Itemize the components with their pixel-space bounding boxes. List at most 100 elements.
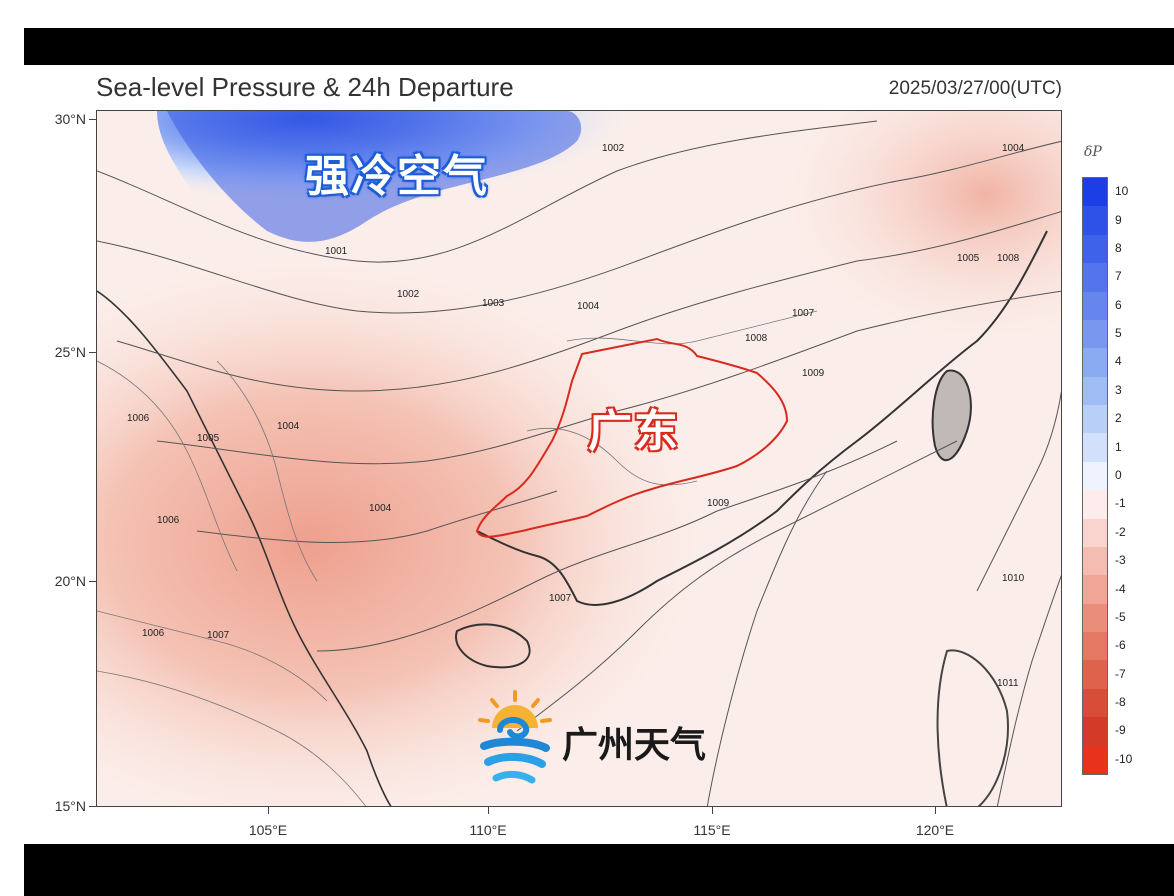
guangdong-outline xyxy=(475,337,789,538)
colorbar xyxy=(1082,177,1108,775)
colorbar-segment xyxy=(1083,291,1107,321)
colorbar-label: 2 xyxy=(1115,411,1122,426)
isobar-label: 1003 xyxy=(482,298,505,309)
isobar-labels: 1002 1001 1003 1002 1004 1004 1005 1004 … xyxy=(127,143,1025,689)
border-west xyxy=(97,290,392,806)
isobar-label: 1009 xyxy=(707,498,730,509)
colorbar-label: 0 xyxy=(1115,468,1122,482)
colorbar-segment xyxy=(1083,688,1107,718)
colorbar-label: -1 xyxy=(1115,496,1126,511)
colorbar-label: -9 xyxy=(1115,723,1126,738)
isobar-label: 1006 xyxy=(157,515,180,526)
coastline-hainan xyxy=(455,623,531,669)
colorbar-segment xyxy=(1083,575,1107,605)
colorbar-label: 9 xyxy=(1115,212,1122,227)
isobar-label: 1007 xyxy=(207,630,230,641)
colorbar-label: 8 xyxy=(1115,240,1122,255)
lon-tick xyxy=(712,807,713,814)
colorbar-title: δP xyxy=(1084,144,1102,160)
colorbar-label: 10 xyxy=(1115,184,1129,199)
lon-tick xyxy=(935,807,936,814)
isobar-label: 1004 xyxy=(1002,143,1025,154)
pressure-map: 1002 1001 1003 1002 1004 1004 1005 1004 … xyxy=(97,111,1061,806)
lon-label: 105°E xyxy=(248,822,288,838)
isobar-label: 1005 xyxy=(957,253,980,264)
lon-label: 115°E xyxy=(693,822,731,838)
watermark-logo: 广州天气 xyxy=(470,688,730,798)
colorbar-label: -3 xyxy=(1115,553,1126,568)
colorbar-segment xyxy=(1083,376,1107,406)
colorbar-label: -5 xyxy=(1115,609,1126,624)
colorbar-label: 1 xyxy=(1115,439,1122,454)
colorbar-label: 6 xyxy=(1115,297,1122,312)
cold-air-annotation: 强冷空气 xyxy=(305,152,489,201)
isobar-label: 1007 xyxy=(792,308,815,319)
colorbar-segment xyxy=(1083,660,1107,690)
colorbar-segment xyxy=(1083,433,1107,463)
colorbar-label: 7 xyxy=(1115,269,1122,284)
weather-logo-icon xyxy=(478,690,552,784)
isobar-label: 1006 xyxy=(127,413,150,424)
isobar-lines xyxy=(97,120,1061,806)
isobar-label: 1002 xyxy=(602,143,625,154)
lon-label: 120°E xyxy=(915,822,955,838)
isobar-label: 1009 xyxy=(802,368,825,379)
map-panel: 1002 1001 1003 1002 1004 1004 1005 1004 … xyxy=(96,110,1062,807)
isobar-label: 1004 xyxy=(369,503,392,514)
lat-tick xyxy=(89,352,96,353)
lat-tick xyxy=(89,119,96,120)
isobar-label: 1008 xyxy=(997,253,1020,264)
colorbar-segment xyxy=(1083,632,1107,661)
isobar-label: 1011 xyxy=(997,678,1019,689)
colorbar-label: -4 xyxy=(1115,581,1126,596)
colorbar-label: 5 xyxy=(1115,326,1122,341)
colorbar-label: 4 xyxy=(1115,354,1122,369)
isobar-label: 1006 xyxy=(142,628,165,639)
colorbar-segment xyxy=(1083,348,1107,378)
colorbar-segment xyxy=(1083,319,1107,349)
lon-label: 110°E xyxy=(469,822,507,838)
guangdong-annotation: 广东 xyxy=(588,407,680,456)
colorbar-segment xyxy=(1083,518,1107,548)
colorbar-label: 3 xyxy=(1115,382,1122,397)
cold-air-core xyxy=(167,111,582,242)
isobar-label: 1008 xyxy=(745,333,768,344)
chart-title: Sea-level Pressure & 24h Departure xyxy=(96,72,514,102)
lat-label: 25°N xyxy=(54,344,86,360)
lat-label: 20°N xyxy=(54,573,86,589)
coastline-mainland xyxy=(476,230,1048,606)
colorbar-segment xyxy=(1083,717,1107,747)
lat-label: 30°N xyxy=(54,111,86,127)
watermark-text: 广州天气 xyxy=(562,724,707,765)
top-black-bar xyxy=(24,28,1174,65)
colorbar-label: -10 xyxy=(1115,751,1133,766)
colorbar-segment xyxy=(1083,178,1107,207)
lat-tick xyxy=(89,581,96,582)
colorbar-segment xyxy=(1083,546,1107,576)
colorbar-segment xyxy=(1083,206,1107,236)
colorbar-label: -6 xyxy=(1115,638,1126,653)
lon-tick xyxy=(488,807,489,814)
coastline-taiwan xyxy=(931,369,972,461)
colorbar-label: -2 xyxy=(1115,524,1126,539)
isobar-label: 1004 xyxy=(577,301,600,312)
lat-tick xyxy=(89,806,96,807)
isobar-label: 1005 xyxy=(197,433,220,444)
colorbar-segment xyxy=(1083,490,1107,520)
bottom-black-bar xyxy=(24,844,1174,896)
colorbar-segment xyxy=(1083,263,1107,293)
colorbar-segment xyxy=(1083,603,1107,633)
lat-label: 15°N xyxy=(54,798,86,814)
colorbar-label: -8 xyxy=(1115,695,1126,710)
colorbar-segment xyxy=(1083,405,1107,434)
coastline-luzon xyxy=(936,649,1009,806)
isobar-label: 1007 xyxy=(549,593,572,604)
colorbar-segment xyxy=(1083,745,1107,775)
isobar-label: 1004 xyxy=(277,421,300,432)
isobar-label: 1010 xyxy=(1002,573,1025,584)
colorbar-segment xyxy=(1083,234,1107,264)
lon-tick xyxy=(268,807,269,814)
colorbar-segment xyxy=(1083,461,1107,491)
colorbar-label: -7 xyxy=(1115,666,1126,681)
isobar-label: 1002 xyxy=(397,289,420,300)
